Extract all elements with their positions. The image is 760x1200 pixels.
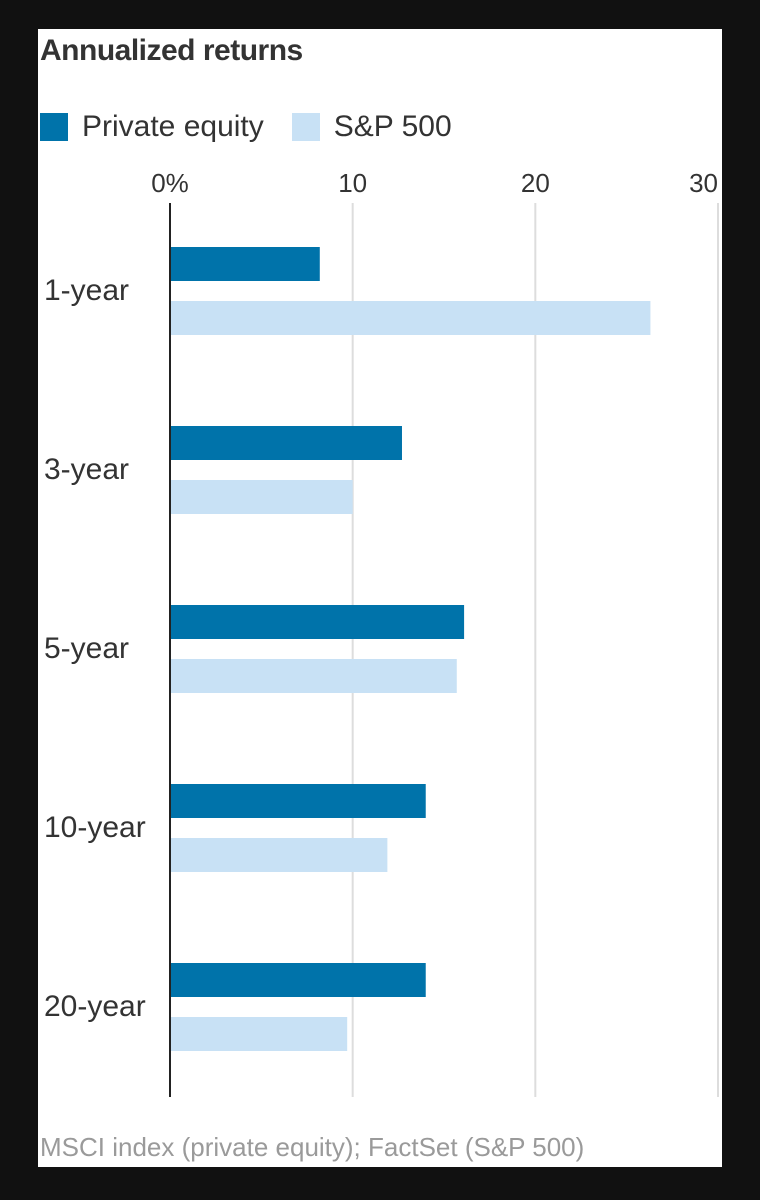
legend-item-sp500: S&P 500 (291, 110, 452, 144)
x-tick-label: 10 (338, 168, 367, 198)
bar-private-equity (170, 426, 402, 460)
x-tick-label: 0% (151, 168, 189, 198)
category-label: 3-year (44, 453, 129, 486)
category-label: 10-year (44, 811, 146, 844)
legend-label-sp500: S&P 500 (333, 110, 452, 143)
chart-legend: Private equity S&P 500 (40, 110, 480, 144)
bar-sp500 (170, 838, 388, 872)
bar-sp500 (170, 1017, 348, 1051)
legend-swatch-sp500 (291, 113, 320, 141)
x-tick-label: 30 (689, 168, 718, 198)
legend-swatch-private-equity (40, 113, 68, 141)
category-label: 1-year (44, 274, 129, 307)
bar-private-equity (170, 605, 465, 639)
source-note: MSCI index (private equity); FactSet (S&… (40, 1132, 585, 1162)
chart-title: Annualized returns (40, 34, 303, 67)
category-label: 20-year (44, 990, 146, 1023)
category-label: 5-year (44, 632, 129, 665)
bar-private-equity (170, 784, 426, 818)
bar-private-equity (170, 963, 426, 997)
legend-item-private-equity: Private equity (40, 110, 264, 144)
bar-sp500 (170, 659, 457, 693)
bar-sp500 (170, 301, 651, 335)
bar-private-equity (170, 247, 320, 281)
x-tick-label: 20 (521, 168, 550, 198)
legend-label-private-equity: Private equity (82, 110, 264, 143)
bar-sp500 (170, 480, 353, 514)
